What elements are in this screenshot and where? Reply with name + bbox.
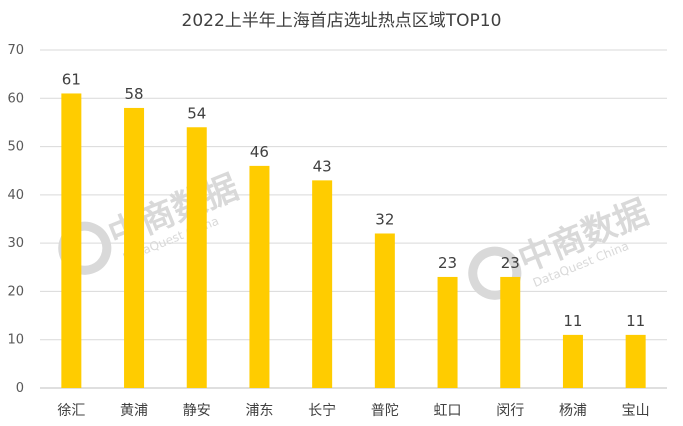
y-tick-label: 70 xyxy=(7,43,24,58)
x-tick-label: 静安 xyxy=(183,403,211,419)
bar xyxy=(249,165,270,388)
data-label: 46 xyxy=(250,143,269,161)
bar xyxy=(186,127,207,388)
y-tick-label: 0 xyxy=(16,381,24,396)
x-tick-label: 虹口 xyxy=(434,403,462,419)
data-label: 32 xyxy=(375,210,394,228)
data-label: 11 xyxy=(563,312,582,330)
bar xyxy=(562,334,583,388)
x-axis-ticks: 徐汇 黄浦 静安 浦东 长宁 普陀 虹口 闵行 杨浦 宝山 xyxy=(57,402,649,419)
x-tick-label: 宝山 xyxy=(622,403,650,419)
x-tick-label: 黄浦 xyxy=(120,402,148,419)
bar xyxy=(312,180,333,388)
data-label: 43 xyxy=(313,157,332,175)
bar xyxy=(437,276,458,388)
data-label: 23 xyxy=(501,254,520,272)
y-tick-label: 40 xyxy=(7,188,24,203)
data-label: 58 xyxy=(125,85,144,103)
y-axis-ticks: 0 10 20 30 40 50 60 70 xyxy=(7,43,24,396)
x-tick-label: 长宁 xyxy=(308,402,336,419)
data-labels: 61 58 54 46 43 32 23 23 11 11 xyxy=(62,70,645,329)
y-tick-label: 30 xyxy=(7,236,24,251)
data-label: 23 xyxy=(438,254,457,272)
y-tick-label: 60 xyxy=(7,91,24,106)
bar xyxy=(61,93,82,388)
data-label: 54 xyxy=(187,104,206,122)
bar xyxy=(625,334,646,388)
data-label: 11 xyxy=(626,312,645,330)
y-tick-label: 50 xyxy=(7,140,24,155)
x-tick-label: 徐汇 xyxy=(57,403,85,419)
x-tick-label: 闵行 xyxy=(496,403,524,419)
gridlines xyxy=(40,49,667,389)
y-tick-label: 10 xyxy=(7,333,24,348)
bar xyxy=(124,107,145,388)
y-tick-label: 20 xyxy=(7,284,24,299)
bars xyxy=(61,93,646,388)
data-label: 61 xyxy=(62,70,81,88)
chart-title: 2022上半年上海首店选址热点区域TOP10 xyxy=(181,11,502,31)
bar xyxy=(374,233,395,388)
x-tick-label: 浦东 xyxy=(245,403,273,419)
x-tick-label: 杨浦 xyxy=(559,403,587,419)
x-tick-label: 普陀 xyxy=(371,403,399,419)
bar xyxy=(500,276,521,388)
